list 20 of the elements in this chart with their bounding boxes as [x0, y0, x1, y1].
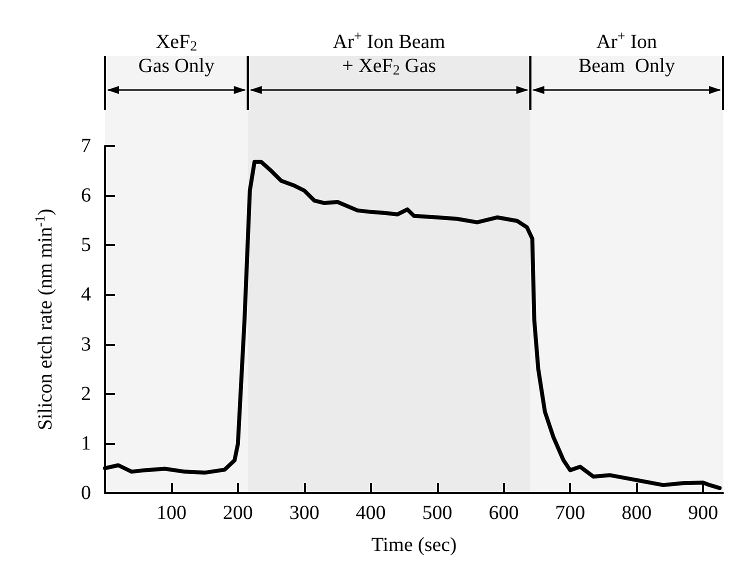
x-axis-title: Time (sec): [371, 534, 457, 556]
x-tick-label: 500: [422, 502, 452, 524]
x-tick-label: 700: [555, 502, 586, 524]
y-tick-label: 3: [81, 333, 91, 356]
y-axis-title: Silicon etch rate (nm min-1): [34, 208, 56, 430]
band-label: Ar+ Ion Beam Only: [578, 30, 675, 77]
x-tick-label: 900: [688, 502, 718, 524]
x-tick-label: 800: [622, 502, 652, 524]
x-tick-label: 300: [289, 502, 320, 524]
y-tick-label: 4: [81, 284, 91, 306]
x-tick-label: 100: [156, 502, 186, 524]
y-tick-label: 2: [81, 382, 91, 405]
y-tick-label: 1: [81, 432, 91, 454]
x-tick-label: 400: [356, 502, 386, 524]
y-tick-label: 0: [81, 482, 91, 504]
y-tick-label: 6: [81, 184, 91, 207]
x-tick-label: 200: [222, 502, 253, 524]
x-tick-label: 600: [488, 502, 519, 524]
y-tick-label: 5: [81, 234, 91, 256]
y-tick-label: 7: [81, 135, 91, 157]
